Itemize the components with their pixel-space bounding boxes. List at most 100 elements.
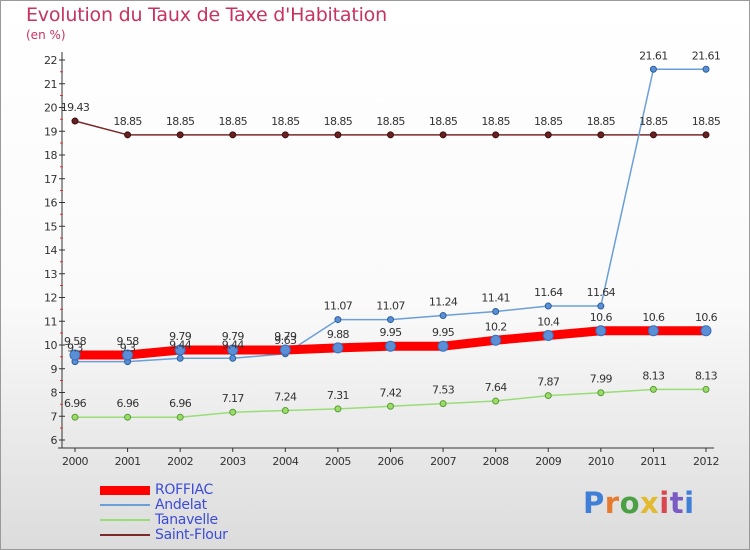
data-point-roffiac (542, 330, 554, 341)
data-point-roffiac (227, 344, 239, 356)
data-label-tanavelle: 7.64 (485, 381, 508, 394)
data-label-saint-flour: 18.85 (639, 115, 668, 128)
data-point-andelat (492, 308, 500, 316)
data-point-tanavelle (492, 397, 500, 405)
data-label-tanavelle: 6.96 (64, 397, 87, 410)
data-label-tanavelle: 7.42 (379, 386, 401, 399)
data-point-saint-flour (281, 131, 289, 139)
y-tick-label: 11 (44, 315, 57, 328)
data-label-roffiac: 10.6 (695, 311, 718, 324)
x-tick-label: 2008 (483, 455, 509, 468)
data-point-tanavelle (439, 400, 447, 408)
data-point-roffiac (332, 342, 344, 354)
data-label-tanavelle: 7.99 (590, 373, 613, 386)
x-tick-label: 2003 (220, 455, 246, 468)
data-point-tanavelle (229, 408, 237, 416)
data-label-roffiac: 9.79 (274, 330, 297, 343)
data-label-tanavelle: 8.13 (642, 369, 665, 382)
data-label-saint-flour: 18.85 (324, 115, 353, 128)
data-label-saint-flour: 18.85 (692, 115, 721, 128)
data-label-roffiac: 9.79 (169, 330, 192, 343)
data-point-roffiac (122, 349, 134, 361)
data-point-andelat (176, 354, 184, 362)
x-tick-label: 2011 (640, 455, 666, 468)
data-label-andelat: 11.07 (324, 300, 353, 313)
y-tick-label: 22 (44, 54, 57, 67)
data-label-tanavelle: 6.96 (117, 397, 140, 410)
data-point-roffiac (595, 325, 607, 337)
data-label-andelat: 9.3 (67, 342, 83, 355)
data-label-tanavelle: 7.87 (537, 376, 560, 389)
legend-label: ROFFIAC (155, 482, 213, 498)
series-layer (69, 65, 712, 421)
data-point-roffiac (69, 349, 81, 361)
data-point-roffiac (490, 334, 502, 346)
data-label-andelat: 21.61 (692, 49, 721, 62)
chart-subtitle: (en %) (26, 28, 66, 42)
data-point-saint-flour (176, 131, 184, 139)
data-label-andelat: 21.61 (639, 49, 668, 62)
data-point-tanavelle (71, 413, 79, 421)
y-tick-label: 16 (44, 197, 57, 210)
data-point-tanavelle (334, 405, 342, 413)
data-point-tanavelle (702, 385, 710, 393)
y-tick-label: 6 (51, 434, 58, 447)
y-tick-label: 7 (51, 410, 58, 423)
data-label-andelat: 11.41 (481, 292, 510, 305)
data-point-roffiac (437, 340, 449, 352)
data-point-andelat (439, 312, 447, 320)
data-label-saint-flour: 18.85 (481, 115, 510, 128)
x-tick-label: 2012 (693, 455, 719, 468)
data-label-andelat: 9.44 (222, 338, 245, 351)
data-point-andelat (334, 316, 342, 324)
data-point-tanavelle (649, 385, 657, 393)
y-tick-label: 15 (44, 220, 57, 233)
x-tick-label: 2000 (62, 455, 88, 468)
x-tick-label: 2002 (167, 455, 193, 468)
x-tick-label: 2007 (430, 455, 456, 468)
y-tick-label: 12 (44, 292, 57, 305)
data-label-andelat: 9.63 (274, 334, 297, 347)
legend-label: Saint-Flour (155, 527, 228, 543)
data-label-tanavelle: 7.53 (432, 384, 455, 397)
data-label-saint-flour: 18.85 (587, 115, 616, 128)
data-label-roffiac: 10.4 (537, 316, 560, 329)
data-point-andelat (702, 65, 710, 73)
data-label-saint-flour: 18.85 (534, 115, 563, 128)
y-tick-label: 8 (51, 387, 58, 400)
data-label-tanavelle: 6.96 (169, 397, 192, 410)
y-tick-label: 14 (44, 244, 57, 257)
data-label-roffiac: 9.58 (117, 335, 140, 348)
data-label-roffiac: 9.95 (379, 326, 402, 339)
data-label-roffiac: 9.79 (222, 330, 245, 343)
y-tick-label: 21 (44, 78, 57, 91)
data-point-roffiac (647, 325, 659, 337)
data-label-saint-flour: 19.43 (61, 101, 90, 114)
x-tick-label: 2001 (115, 455, 141, 468)
y-tick-label: 18 (44, 149, 57, 162)
data-point-roffiac (700, 325, 712, 337)
data-point-andelat (229, 354, 237, 362)
data-label-andelat: 11.07 (376, 300, 405, 313)
y-tick-label: 20 (44, 102, 57, 115)
data-point-saint-flour (71, 117, 79, 125)
data-label-andelat: 11.64 (587, 286, 616, 299)
data-point-tanavelle (281, 407, 289, 415)
data-label-andelat: 9.3 (120, 342, 136, 355)
data-point-tanavelle (124, 413, 132, 421)
chart-title: Evolution du Taux de Taxe d'Habitation (26, 4, 387, 26)
data-label-roffiac: 9.95 (432, 326, 455, 339)
x-tick-label: 2009 (535, 455, 561, 468)
data-point-saint-flour (649, 131, 657, 139)
data-label-roffiac: 10.6 (590, 311, 613, 324)
y-tick-label: 19 (44, 125, 57, 138)
legend-swatch (100, 486, 150, 495)
data-point-tanavelle (544, 392, 552, 400)
data-label-roffiac: 10.6 (642, 311, 665, 324)
data-point-saint-flour (702, 131, 710, 139)
x-tick-label: 2004 (272, 455, 298, 468)
y-tick-label: 17 (44, 173, 57, 186)
data-point-saint-flour (544, 131, 552, 139)
